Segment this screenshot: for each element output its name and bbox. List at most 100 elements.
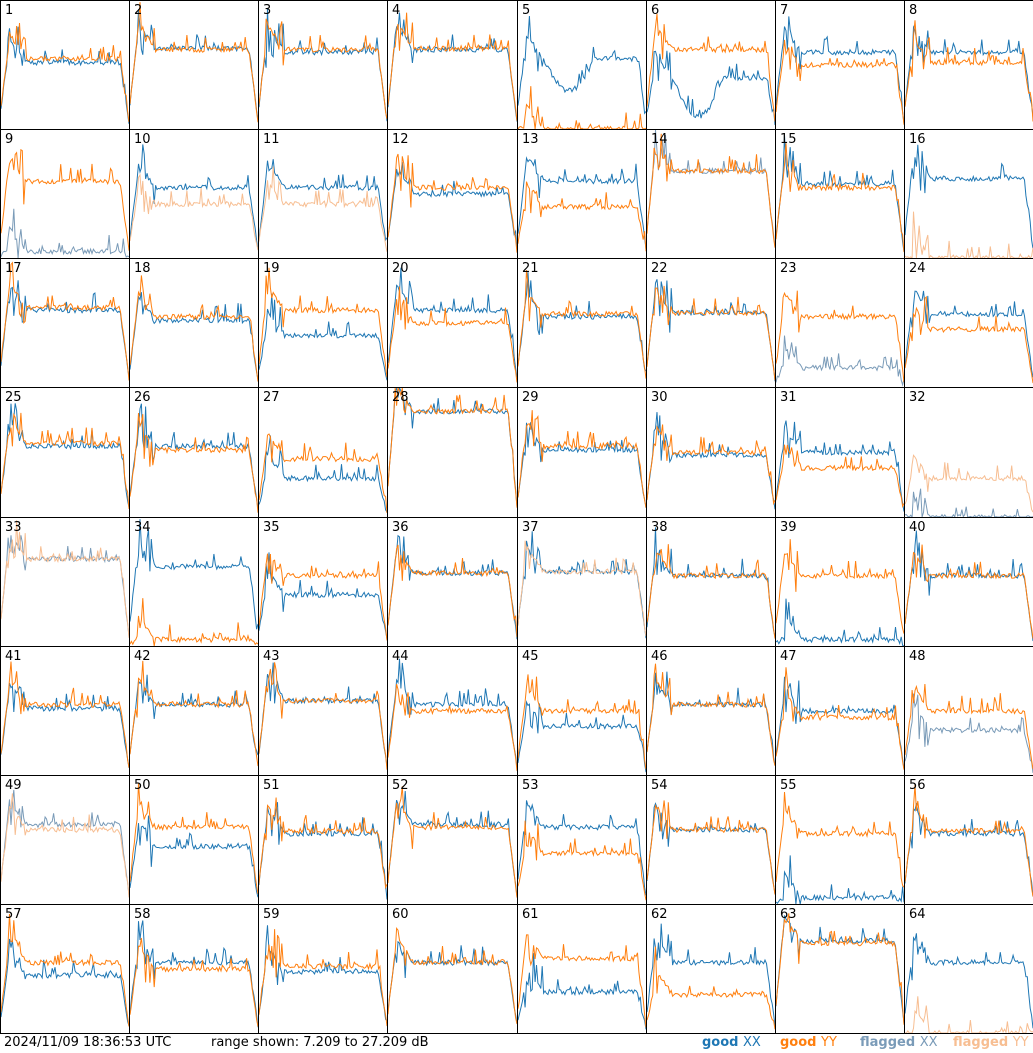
- antenna-panel-23: 23: [775, 258, 905, 388]
- antenna-number: 15: [780, 132, 797, 147]
- antenna-panel-19: 19: [258, 258, 388, 388]
- antenna-number: 26: [134, 390, 151, 405]
- series-yy-54: [647, 800, 775, 895]
- series-xx-42: [130, 674, 258, 756]
- antenna-number: 61: [522, 907, 539, 922]
- antenna-number: 63: [780, 907, 797, 922]
- series-yy-63: [776, 913, 904, 1025]
- panel-plot-61: [518, 934, 646, 1030]
- antenna-number: 35: [263, 520, 280, 535]
- antenna-panel-7: 7: [775, 0, 905, 130]
- series-xx-57: [1, 938, 129, 1027]
- series-yy-11: [259, 166, 387, 252]
- antenna-panel-47: 47: [775, 646, 905, 776]
- legend-good-yy-label: good: [780, 1035, 817, 1050]
- antenna-number: 2: [134, 3, 143, 18]
- series-yy-12: [388, 153, 517, 253]
- series-yy-30: [647, 424, 775, 506]
- series-xx-16: [905, 144, 1033, 249]
- panel-plot-34: [130, 519, 258, 646]
- antenna-number: 53: [522, 778, 539, 793]
- panel-plot-53: [518, 800, 646, 901]
- series-xx-51: [259, 802, 387, 900]
- series-xx-56: [905, 802, 1033, 897]
- antenna-number: 51: [263, 778, 280, 793]
- series-yy-8: [905, 20, 1033, 122]
- panel-plot-22: [647, 279, 775, 382]
- antenna-number: 57: [5, 907, 22, 922]
- antenna-number: 23: [780, 261, 797, 276]
- antenna-panel-17: 17: [0, 258, 130, 388]
- series-xx-1: [1, 26, 129, 124]
- panel-plot-40: [905, 530, 1033, 642]
- panel-plot-9: [1, 148, 129, 258]
- series-xx-52: [388, 790, 517, 897]
- antenna-panel-40: 40: [904, 517, 1033, 647]
- antenna-number: 36: [392, 520, 409, 535]
- series-yy-7: [776, 39, 904, 125]
- panel-plot-56: [905, 784, 1033, 897]
- antenna-panel-22: 22: [646, 258, 776, 388]
- antenna-number: 30: [651, 390, 668, 405]
- series-yy-23: [776, 290, 904, 383]
- antenna-number: 20: [392, 261, 409, 276]
- series-xx-11: [259, 159, 387, 242]
- legend-flagged-xx: flagged XX: [860, 1035, 938, 1050]
- series-xx-30: [647, 412, 775, 510]
- antenna-number: 31: [780, 390, 797, 405]
- antenna-panel-13: 13: [517, 129, 647, 259]
- panel-plot-6: [647, 13, 775, 126]
- series-yy-49: [1, 793, 129, 898]
- series-yy-42: [130, 660, 258, 767]
- antenna-panel-5: 5: [517, 0, 647, 130]
- antenna-panel-37: 37: [517, 517, 647, 647]
- series-xx-44: [388, 658, 517, 768]
- antenna-panel-16: 16: [904, 129, 1033, 259]
- antenna-panel-30: 30: [646, 387, 776, 518]
- antenna-panel-43: 43: [258, 646, 388, 776]
- antenna-panel-10: 10: [129, 129, 259, 259]
- footer-bar: 2024/11/09 18:36:53 UTC range shown: 7.2…: [0, 1033, 1033, 1053]
- series-yy-20: [388, 286, 517, 383]
- antenna-panel-12: 12: [387, 129, 518, 259]
- panel-plot-32: [905, 454, 1033, 517]
- series-xx-60: [388, 940, 517, 1024]
- series-xx-32: [905, 488, 1033, 517]
- legend-flagged-xx-label: flagged: [860, 1035, 916, 1050]
- series-yy-39: [776, 539, 904, 634]
- series-yy-19: [259, 267, 387, 378]
- series-xx-33: [1, 535, 129, 637]
- series-xx-64: [905, 933, 1033, 1029]
- series-xx-15: [776, 135, 904, 252]
- series-yy-64: [905, 996, 1033, 1033]
- series-yy-13: [518, 181, 646, 252]
- panel-plot-19: [259, 267, 387, 381]
- series-yy-15: [776, 143, 904, 253]
- antenna-panel-61: 61: [517, 904, 647, 1034]
- series-yy-5: [518, 86, 646, 129]
- panel-plot-63: [776, 913, 904, 1025]
- series-yy-58: [130, 937, 258, 1027]
- series-xx-17: [1, 280, 129, 377]
- panel-plot-60: [388, 927, 517, 1025]
- series-yy-17: [1, 261, 129, 381]
- series-xx-39: [776, 598, 904, 646]
- panel-plot-26: [130, 403, 258, 513]
- panel-plot-39: [776, 539, 904, 646]
- antenna-panel-2: 2: [129, 0, 259, 130]
- antenna-panel-6: 6: [646, 0, 776, 130]
- antenna-panel-1: 1: [0, 0, 130, 130]
- antenna-number: 41: [5, 649, 22, 664]
- series-xx-50: [130, 815, 258, 898]
- antenna-number: 48: [909, 649, 926, 664]
- series-xx-28: [388, 388, 517, 507]
- antenna-number: 27: [263, 390, 280, 405]
- panel-plot-36: [388, 534, 517, 640]
- antenna-panel-33: 33: [0, 517, 130, 647]
- antenna-number: 11: [263, 132, 280, 147]
- series-yy-60: [388, 927, 517, 1025]
- antenna-panel-50: 50: [129, 775, 259, 905]
- series-xx-49: [1, 789, 129, 896]
- antenna-number: 47: [780, 649, 797, 664]
- antenna-panel-18: 18: [129, 258, 259, 388]
